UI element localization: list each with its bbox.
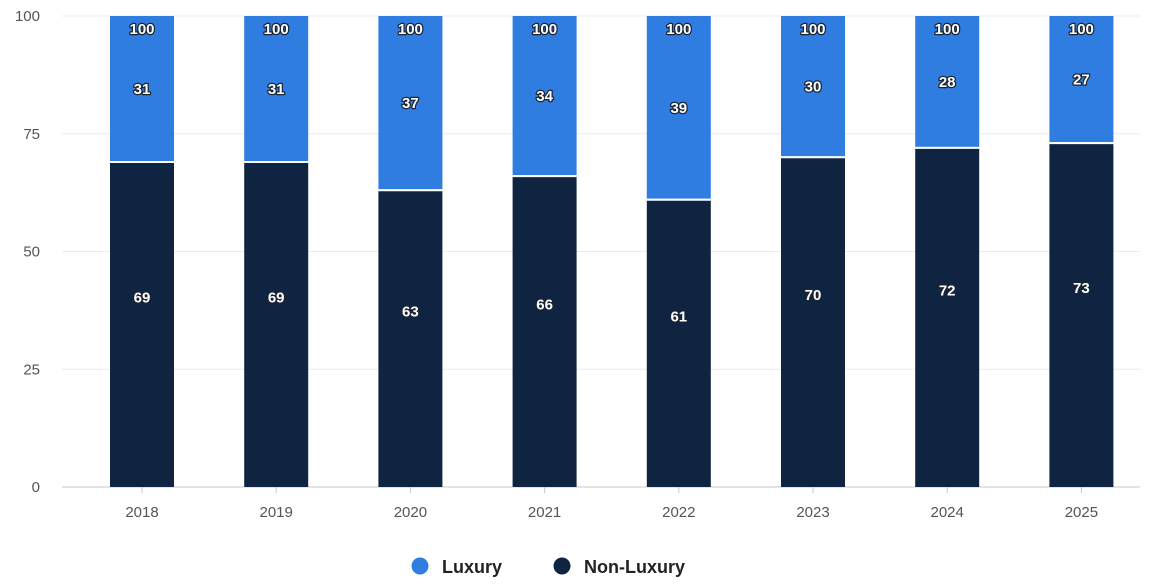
data-label-luxury: 39 bbox=[670, 100, 687, 117]
data-label-total: 100 bbox=[264, 21, 289, 38]
y-tick-label: 100 bbox=[15, 8, 40, 25]
bar-luxury[interactable] bbox=[646, 16, 711, 199]
bar-luxury[interactable] bbox=[1049, 16, 1114, 143]
x-axis-ticks: 2018 2019 2020 2021 2022 2023 2024 2025 bbox=[125, 487, 1098, 521]
data-labels: 69 31 100 69 31 100 63 37 100 66 34 100 61 39 100 70 30 1… bbox=[128, 20, 1095, 327]
y-tick-label: 0 bbox=[32, 479, 40, 496]
data-label-non-luxury: 61 bbox=[670, 308, 687, 325]
bar-luxury[interactable] bbox=[915, 16, 980, 147]
x-tick-label: 2024 bbox=[931, 504, 964, 521]
data-label-non-luxury: 69 bbox=[268, 290, 285, 307]
data-label-total: 100 bbox=[398, 21, 423, 38]
data-label-total: 100 bbox=[129, 21, 154, 38]
bar-luxury[interactable] bbox=[244, 16, 309, 162]
data-label-luxury: 34 bbox=[536, 88, 553, 105]
data-label-non-luxury: 63 bbox=[402, 304, 419, 321]
bar-luxury[interactable] bbox=[781, 16, 845, 157]
data-label-non-luxury: 69 bbox=[134, 290, 151, 307]
data-label-non-luxury: 70 bbox=[805, 287, 822, 304]
x-tick-label: 2022 bbox=[662, 504, 695, 521]
y-axis-ticks: 0 25 50 75 100 bbox=[15, 8, 40, 496]
x-tick-label: 2018 bbox=[125, 504, 158, 521]
data-label-non-luxury: 66 bbox=[536, 297, 553, 314]
bar-luxury[interactable] bbox=[378, 16, 443, 190]
legend-label-luxury[interactable]: Luxury bbox=[442, 557, 502, 577]
legend-marker-non-luxury[interactable] bbox=[553, 557, 571, 575]
bar-non-luxury[interactable] bbox=[781, 157, 845, 488]
bar-luxury[interactable] bbox=[512, 16, 577, 176]
bar-non-luxury[interactable] bbox=[646, 199, 711, 487]
x-tick-label: 2023 bbox=[796, 504, 829, 521]
x-tick-label: 2019 bbox=[260, 504, 293, 521]
data-label-luxury: 30 bbox=[805, 79, 822, 96]
data-label-luxury: 31 bbox=[268, 81, 285, 98]
y-tick-label: 25 bbox=[23, 361, 40, 378]
x-tick-label: 2020 bbox=[394, 504, 427, 521]
bar-non-luxury[interactable] bbox=[915, 147, 980, 487]
data-label-non-luxury: 72 bbox=[939, 282, 956, 299]
data-label-total: 100 bbox=[532, 21, 557, 38]
data-label-luxury: 27 bbox=[1073, 72, 1090, 89]
data-label-non-luxury: 73 bbox=[1073, 280, 1090, 297]
bar-non-luxury[interactable] bbox=[378, 190, 443, 487]
data-label-luxury: 31 bbox=[134, 81, 151, 98]
legend-label-non-luxury[interactable]: Non-Luxury bbox=[584, 557, 685, 577]
bar-non-luxury[interactable] bbox=[512, 176, 577, 487]
data-label-total: 100 bbox=[935, 21, 960, 38]
bar-non-luxury[interactable] bbox=[244, 162, 309, 487]
bars bbox=[110, 16, 1114, 488]
data-label-luxury: 28 bbox=[939, 74, 956, 91]
bar-non-luxury[interactable] bbox=[110, 162, 174, 487]
data-label-total: 100 bbox=[666, 21, 691, 38]
data-label-total: 100 bbox=[800, 21, 825, 38]
x-tick-label: 2021 bbox=[528, 504, 561, 521]
bar-luxury[interactable] bbox=[110, 16, 174, 162]
legend-marker-luxury[interactable] bbox=[411, 557, 429, 575]
data-label-total: 100 bbox=[1069, 21, 1094, 38]
legend[interactable]: Luxury Non-Luxury bbox=[411, 557, 686, 577]
data-label-luxury: 37 bbox=[402, 95, 419, 112]
y-tick-label: 75 bbox=[23, 126, 40, 143]
y-tick-label: 50 bbox=[23, 244, 40, 261]
x-tick-label: 2025 bbox=[1065, 504, 1098, 521]
bar-non-luxury[interactable] bbox=[1049, 143, 1114, 488]
